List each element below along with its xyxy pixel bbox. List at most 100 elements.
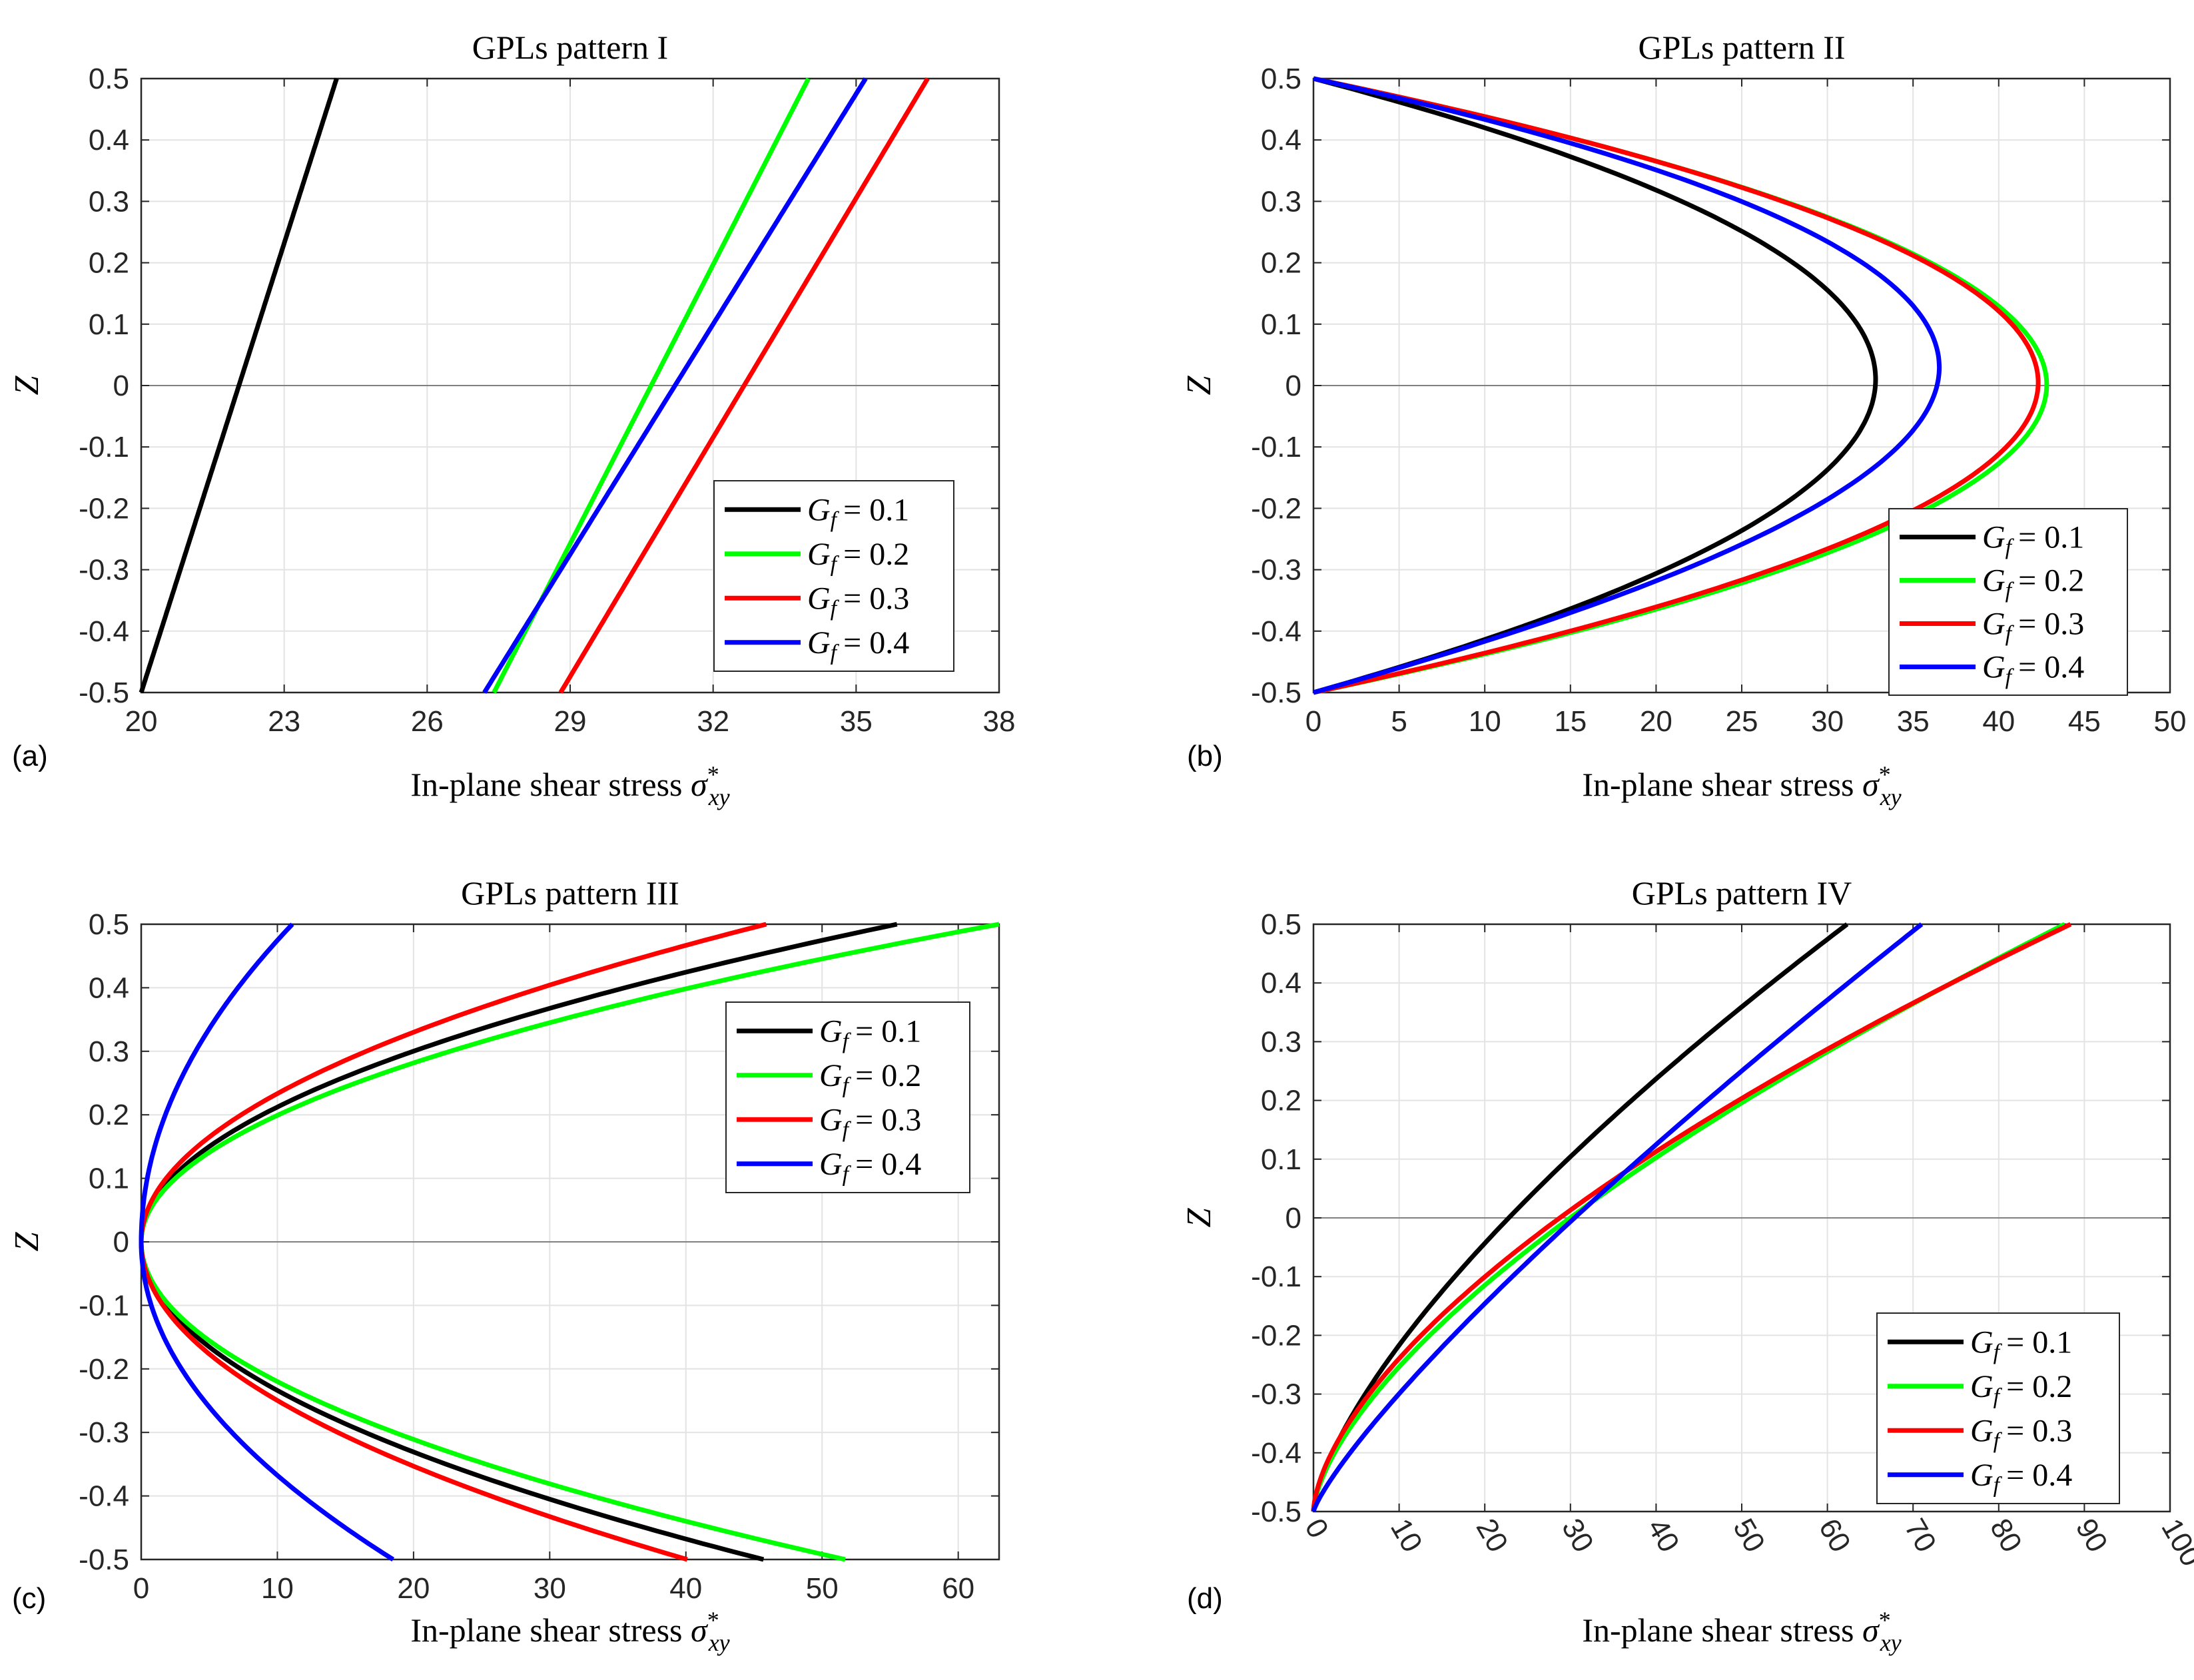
y-tick-label: 0.2	[1261, 1085, 1301, 1117]
x-tick-label: 10	[1469, 705, 1501, 738]
legend-entry: Gf = 0.1	[819, 1013, 921, 1053]
y-tick-label: 0.3	[1261, 1025, 1301, 1058]
y-tick-label: -0.3	[1251, 554, 1301, 587]
legend-entry: Gf = 0.3	[819, 1102, 921, 1142]
legend-entry: Gf = 0.1	[1982, 520, 2084, 560]
x-axis-label: In-plane shear stress σ* xy	[1582, 1607, 1901, 1656]
legend: Gf = 0.1 Gf = 0.2Gf = 0.3 Gf = 0.4	[1876, 1312, 2120, 1504]
y-tick-label: -0.3	[1251, 1378, 1301, 1411]
y-tick-label: -0.5	[79, 677, 129, 709]
x-tick-label: 50	[2154, 705, 2187, 738]
legend-box	[1876, 1312, 2120, 1504]
x-tick-label: 50	[1726, 1514, 1771, 1558]
x-tick-label: 0	[133, 1572, 149, 1605]
x-tick-label: 35	[1897, 705, 1930, 738]
x-tick-label: 60	[1812, 1514, 1857, 1558]
y-tick-label: 0.2	[89, 247, 129, 280]
x-tick-label: 40	[1982, 705, 2015, 738]
x-tick-label: 20	[1640, 705, 1672, 738]
chart-panel-3: 0 10 20 30 40 50 60 0.5 0.4 0.3 0.2 0.1 0 -0.1 -0.2 -0.…	[8, 874, 1000, 1656]
y-tick-label: -0.4	[1251, 615, 1301, 648]
x-tick-label: 5	[1391, 705, 1407, 738]
y-tick-label: 0.3	[1261, 185, 1301, 218]
x-tick-label: 80	[1984, 1514, 2028, 1558]
chart-title: GPLs pattern I	[472, 29, 668, 66]
panel-label: (d)	[1187, 1582, 1223, 1615]
y-tick-label: 0.3	[89, 185, 129, 218]
y-tick-label: -0.2	[79, 1353, 129, 1386]
y-tick-label: 0.3	[89, 1035, 129, 1068]
x-tick-label: 0	[1298, 1514, 1335, 1544]
panel-label: (b)	[1187, 740, 1223, 772]
legend-entry: Gf = 0.3	[1982, 607, 2084, 647]
chart-title: GPLs pattern IV	[1632, 874, 1852, 912]
x-axis-label: In-plane shear stress σ* xy	[1582, 761, 1901, 810]
y-tick-label: 0	[1285, 1202, 1301, 1235]
x-tick-label: 15	[1554, 705, 1587, 738]
y-tick-label: 0	[113, 1226, 129, 1259]
panel-label: (c)	[12, 1582, 46, 1615]
legend-entry: Gf = 0.2	[807, 537, 909, 577]
y-tick-label: 0	[1285, 370, 1301, 402]
series-line-4	[139, 922, 395, 1561]
y-tick-label: 0.4	[1261, 124, 1301, 156]
x-tick-label: 100	[2155, 1514, 2194, 1572]
legend-entry: Gf = 0.1	[1970, 1324, 2072, 1364]
y-tick-label: 0.1	[89, 1163, 129, 1195]
y-tick-label: -0.5	[79, 1543, 129, 1576]
y-axis-label: Z	[1180, 1207, 1218, 1227]
legend-entry: Gf = 0.3	[1970, 1413, 2072, 1453]
legend-entry: Gf = 0.2	[1970, 1369, 2072, 1409]
x-tick-label: 20	[1470, 1514, 1515, 1558]
y-tick-label: 0.4	[89, 124, 129, 156]
legend-entry: Gf = 0.4	[1982, 650, 2084, 690]
y-axis-label: Z	[1180, 375, 1218, 395]
y-tick-label: -0.2	[1251, 492, 1301, 525]
y-tick-label: 0.2	[1261, 247, 1301, 280]
y-tick-label: -0.4	[79, 615, 129, 648]
x-axis-label: In-plane shear stress σ* xy	[410, 761, 729, 810]
series-line-4	[482, 77, 868, 694]
series-line-3	[558, 77, 930, 694]
x-tick-label: 23	[268, 705, 300, 738]
y-tick-label: 0.1	[89, 308, 129, 341]
legend: Gf = 0.1 Gf = 0.2Gf = 0.3 Gf = 0.4	[725, 1001, 970, 1193]
legend: Gf = 0.1Gf = 0.2Gf = 0.3Gf = 0.4	[713, 480, 954, 672]
series-line-4	[1311, 922, 1924, 1513]
y-tick-label: -0.3	[79, 1416, 129, 1449]
y-tick-label: 0.5	[1261, 63, 1301, 95]
x-tick-label: 0	[1305, 705, 1321, 738]
x-tick-label: 90	[2069, 1514, 2114, 1558]
chart-title: GPLs pattern III	[461, 874, 679, 912]
y-tick-label: 0.2	[89, 1099, 129, 1131]
x-tick-label: 32	[697, 705, 729, 738]
x-tick-label: 10	[1384, 1514, 1429, 1558]
legend-entry: Gf = 0.2	[1982, 563, 2084, 603]
x-tick-label: 10	[261, 1572, 294, 1605]
x-tick-label: 30	[1811, 705, 1844, 738]
series-line-3	[1313, 76, 2041, 695]
panel-label: (a)	[12, 740, 48, 772]
legend-entry: Gf = 0.4	[1970, 1458, 2072, 1498]
x-tick-label: 20	[397, 1572, 430, 1605]
x-axis-label: In-plane shear stress σ* xy	[410, 1607, 729, 1656]
x-tick-label: 20	[125, 705, 158, 738]
legend-entry: Gf = 0.3	[807, 581, 909, 621]
y-tick-label: 0.1	[1261, 1143, 1301, 1176]
x-tick-label: 40	[669, 1572, 702, 1605]
x-tick-label: 25	[1726, 705, 1758, 738]
legend-box	[1888, 508, 2128, 696]
y-tick-label: -0.2	[1251, 1319, 1301, 1352]
x-tick-label: 26	[411, 705, 444, 738]
y-tick-label: -0.4	[79, 1480, 129, 1513]
x-tick-label: 30	[1555, 1514, 1600, 1558]
legend-entry: Gf = 0.2	[819, 1058, 921, 1098]
y-tick-label: 0.4	[1261, 967, 1301, 999]
y-tick-label: -0.4	[1251, 1437, 1301, 1470]
x-tick-label: 30	[534, 1572, 566, 1605]
chart-panel-1: 20 23 26 29 32 35 38 0.5 0.4 0.3 0.2 0.1 0 -0.1 -0.2 -0…	[8, 29, 1015, 810]
y-tick-label: -0.1	[1251, 1260, 1301, 1293]
legend-entry: Gf = 0.4	[819, 1147, 921, 1187]
series-line-1	[139, 77, 339, 694]
